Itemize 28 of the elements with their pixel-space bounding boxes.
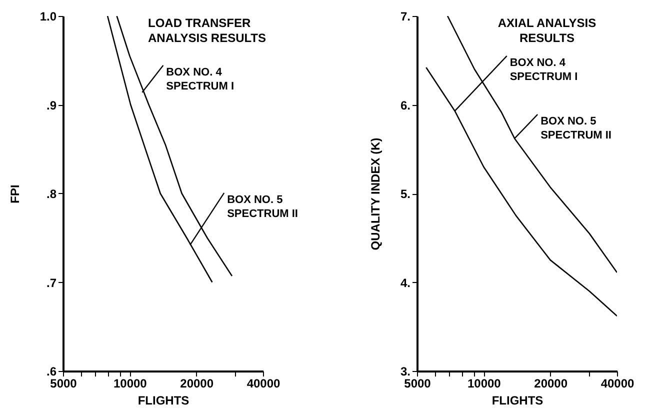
annotation: BOX NO. 4 SPECTRUM I [510, 56, 578, 83]
y-tick-label: 4. [400, 276, 410, 290]
x-tick-label: 10000 [113, 376, 148, 390]
x-tick-label: 5000 [50, 376, 78, 390]
y-tick-label: 6. [400, 98, 410, 112]
y-tick-label: .6 [46, 364, 57, 378]
x-tick-label: 40000 [600, 376, 635, 390]
y-axis-title: FPI [8, 184, 22, 204]
x-tick-label: 10000 [467, 376, 502, 390]
text: AXIAL ANALYSIS RESULTS [498, 16, 596, 45]
y-tick-label: 7. [400, 10, 410, 24]
annotation: BOX NO. 4 SPECTRUM I [166, 66, 234, 92]
x-tick-label: 20000 [534, 376, 568, 390]
x-tick-label: 5000 [404, 376, 432, 390]
text: LOAD TRANSFER ANALYSIS RESULTS [148, 16, 266, 45]
x-axis-title: FLIGHTS [138, 394, 190, 408]
y-tick-label: .7 [46, 276, 57, 290]
y-tick-label: 3. [400, 364, 410, 378]
x-tick-label: 20000 [180, 376, 214, 390]
y-tick-label: .9 [46, 98, 57, 112]
x-axis-title: FLIGHTS [492, 394, 544, 408]
y-axis-title: QUALITY INDEX (K) [368, 138, 382, 250]
x-tick-label: 40000 [246, 376, 281, 390]
annotation: BOX NO. 5 SPECTRUM II [227, 194, 298, 220]
y-tick-label: .8 [46, 187, 57, 201]
annotation: BOX NO. 5 SPECTRUM II [540, 115, 612, 142]
y-tick-label: 1.0 [40, 10, 57, 24]
y-tick-label: 5. [400, 187, 410, 201]
